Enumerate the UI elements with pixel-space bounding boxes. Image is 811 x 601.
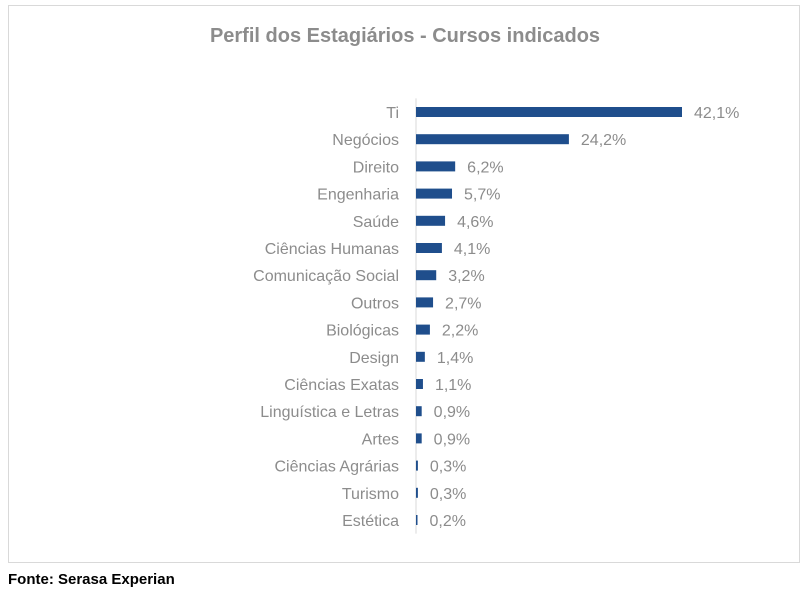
category-label: Artes <box>362 431 399 448</box>
bar <box>416 433 422 444</box>
bar <box>416 460 418 471</box>
data-label: 2,2% <box>442 323 478 340</box>
bar <box>416 487 418 498</box>
data-label: 2,7% <box>445 295 481 312</box>
data-label: 42,1% <box>694 105 739 122</box>
category-label: Comunicação Social <box>253 268 399 285</box>
data-label: 1,4% <box>437 350 473 367</box>
category-label: Saúde <box>353 214 399 231</box>
category-label: Engenharia <box>317 187 399 204</box>
bar <box>416 297 434 308</box>
chart-frame: Perfil dos Estagiários - Cursos indicado… <box>8 5 800 563</box>
category-label: Negócios <box>332 132 399 149</box>
bar <box>416 379 423 389</box>
category-label: Ciências Humanas <box>265 241 399 258</box>
bar <box>416 243 442 253</box>
category-label: Ciências Exatas <box>284 377 399 394</box>
data-label: 0,9% <box>434 404 470 421</box>
bar <box>416 324 430 335</box>
category-label: Turismo <box>342 486 399 503</box>
category-label: Linguística e Letras <box>260 404 399 421</box>
bar-chart: Ti 42,1% Negócios 24,2% Direito 6,2% Engenhari… <box>253 98 739 534</box>
data-label: 3,2% <box>448 268 484 285</box>
data-label: 0,9% <box>434 431 470 448</box>
data-label: 0,2% <box>430 513 466 530</box>
bar <box>416 351 425 362</box>
category-label: Biológicas <box>326 323 399 340</box>
data-label: 4,6% <box>457 214 493 231</box>
data-label: 5,7% <box>464 187 500 204</box>
category-label: Design <box>349 350 399 367</box>
data-label: 0,3% <box>430 459 466 476</box>
data-label: 24,2% <box>581 132 626 149</box>
bar <box>416 161 456 172</box>
category-label: Estética <box>342 513 399 530</box>
bar <box>416 406 422 417</box>
category-label: Outros <box>351 295 399 312</box>
bar <box>416 215 446 226</box>
category-label: Direito <box>353 159 399 176</box>
bar <box>416 188 453 199</box>
bar <box>416 107 682 117</box>
category-label: Ciências Agrárias <box>275 459 400 476</box>
bar <box>416 270 437 281</box>
data-label: 6,2% <box>467 159 503 176</box>
category-label: Ti <box>386 105 399 122</box>
data-label: 1,1% <box>435 377 471 394</box>
data-label: 0,3% <box>430 486 466 503</box>
data-label: 4,1% <box>454 241 490 258</box>
chart-title: Perfil dos Estagiários - Cursos indicado… <box>209 25 601 47</box>
source-note: Fonte: Serasa Experian <box>8 571 175 588</box>
bar <box>416 134 569 145</box>
bar <box>416 515 418 525</box>
